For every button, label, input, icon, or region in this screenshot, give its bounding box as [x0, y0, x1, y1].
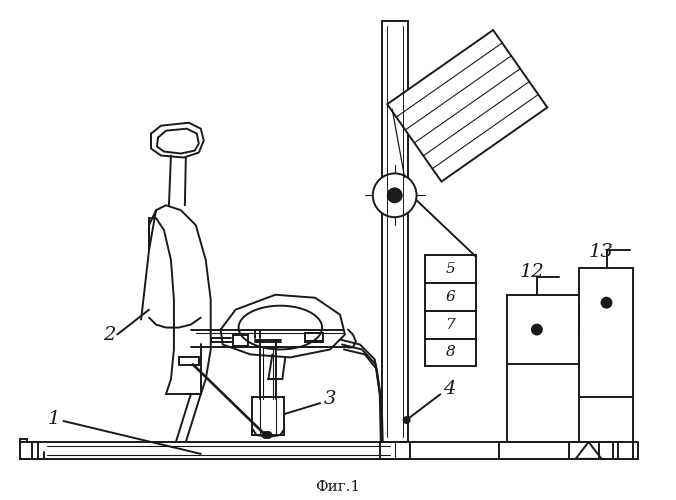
Polygon shape — [387, 30, 548, 182]
Text: 7: 7 — [445, 318, 455, 332]
Circle shape — [404, 417, 410, 423]
Bar — [507, 294, 579, 442]
Bar — [425, 255, 476, 283]
Text: 1: 1 — [47, 410, 59, 428]
Circle shape — [388, 188, 402, 202]
Circle shape — [372, 174, 416, 217]
Circle shape — [262, 432, 268, 438]
Bar — [579, 268, 633, 397]
Text: 3: 3 — [324, 390, 336, 408]
Bar — [425, 283, 476, 310]
Circle shape — [602, 298, 612, 308]
Text: 6: 6 — [445, 290, 455, 304]
Bar — [425, 338, 476, 366]
Bar — [382, 22, 408, 442]
Text: 4: 4 — [443, 380, 456, 398]
Bar — [305, 332, 323, 342]
Bar — [179, 358, 199, 366]
Bar — [425, 310, 476, 338]
Text: 5: 5 — [445, 262, 455, 276]
Text: 13: 13 — [588, 243, 613, 261]
Text: 8: 8 — [445, 346, 455, 360]
Text: Фиг.1: Фиг.1 — [316, 480, 360, 494]
Text: 2: 2 — [103, 326, 116, 344]
Circle shape — [532, 324, 542, 334]
Bar — [252, 397, 285, 435]
Bar — [233, 334, 247, 346]
Text: 12: 12 — [520, 263, 544, 281]
Circle shape — [266, 432, 271, 438]
